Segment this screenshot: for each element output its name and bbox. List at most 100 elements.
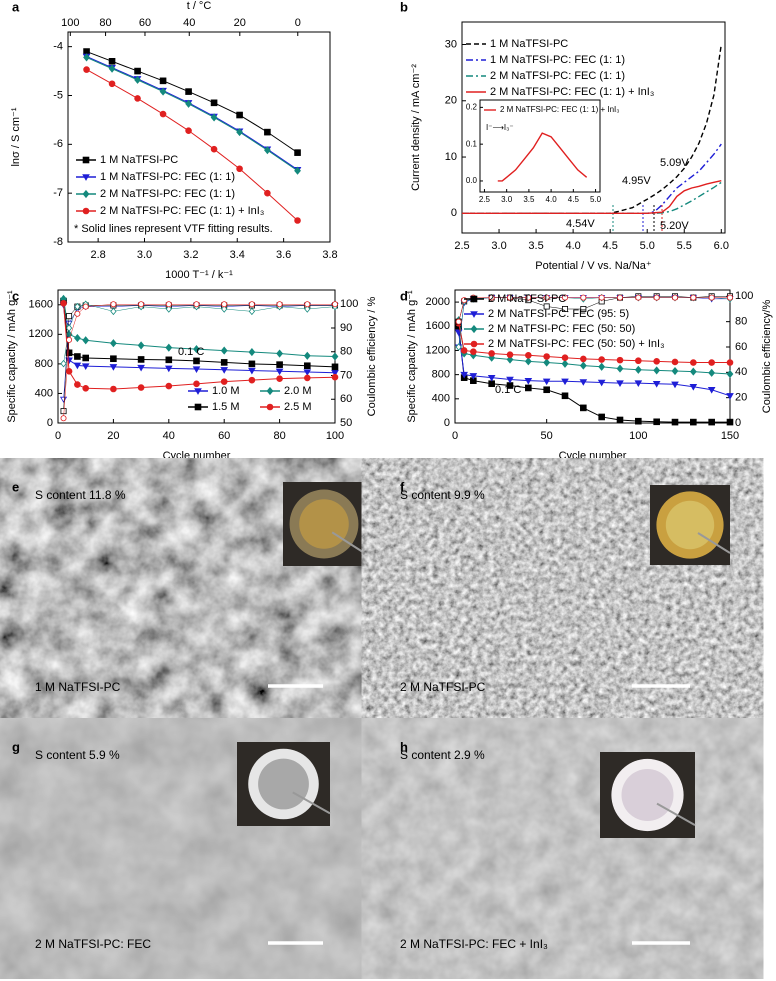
x2-tick-label: 60 — [139, 17, 151, 29]
x-tick-label: 0 — [55, 430, 61, 442]
data-point — [525, 384, 532, 392]
data-point — [60, 415, 67, 422]
y-axis-title: Current density / mA cm⁻² — [410, 64, 422, 191]
data-point — [580, 294, 587, 301]
data-point — [185, 99, 192, 108]
data-point — [580, 305, 587, 312]
y2-tick-label: 60 — [340, 393, 352, 405]
data-point — [264, 189, 271, 197]
legend-marker — [470, 324, 478, 334]
data-point — [634, 365, 642, 374]
electrode-core — [258, 758, 309, 810]
y-axis-title: Specific capacity / mAh g⁻¹ — [6, 290, 18, 423]
x-axis-title: Cycle number — [559, 450, 627, 462]
data-point — [134, 95, 141, 102]
data-point — [672, 294, 679, 301]
s-content: S content 2.9 % — [400, 748, 485, 762]
y-tick-label: 0.2 — [466, 102, 478, 111]
legend-marker — [266, 403, 274, 411]
data-point — [109, 364, 118, 371]
x-tick-label: 150 — [721, 430, 739, 442]
legend-label: 1 M NaTFSI-PC: FEC (1: 1) — [100, 171, 235, 183]
data-point — [561, 354, 569, 362]
data-point — [543, 303, 550, 310]
data-point — [727, 294, 734, 301]
x-tick-label: 5.0 — [590, 195, 602, 204]
data-point — [616, 380, 624, 387]
legend-marker — [82, 174, 90, 181]
data-point — [689, 384, 698, 391]
data-point — [616, 416, 624, 424]
x2-tick-label: 100 — [61, 17, 79, 29]
data-point — [708, 359, 715, 366]
legend-marker — [470, 295, 478, 303]
y-tick-label: 1200 — [29, 328, 53, 340]
data-point — [60, 299, 67, 307]
x-axis-title: Cycle number — [163, 450, 231, 462]
data-point — [506, 294, 513, 301]
legend-marker — [194, 403, 202, 411]
data-point — [525, 294, 532, 301]
data-point — [635, 357, 642, 365]
x-axis-title: 1000 T⁻¹ / k⁻¹ — [165, 269, 233, 281]
y-tick-label: 400 — [432, 393, 450, 405]
data-point — [248, 367, 256, 375]
data-point — [236, 165, 243, 173]
panel-label: f — [400, 479, 405, 494]
data-point — [303, 362, 311, 370]
data-point — [580, 404, 587, 412]
data-point — [598, 294, 605, 301]
data-point — [138, 301, 145, 308]
data-point — [331, 370, 339, 377]
y-tick-label: 10 — [445, 151, 457, 163]
legend-label: 2 M NaTFSI-PC: FEC (1: 1) + InI₃ — [100, 205, 264, 217]
y2-axis-title: Coulombic efficiency/% — [761, 300, 773, 414]
data-point — [506, 355, 514, 364]
x2-tick-label: 20 — [234, 17, 246, 29]
data-point — [707, 387, 716, 394]
data-point — [690, 418, 697, 426]
data-point — [264, 146, 271, 155]
tweezer — [656, 802, 696, 826]
data-point — [616, 364, 624, 373]
image-caption: 1 M NaTFSI-PC — [35, 680, 121, 694]
data-point — [331, 301, 338, 308]
data-point — [543, 358, 551, 367]
y-tick-label: 1600 — [426, 320, 450, 332]
data-point — [276, 349, 283, 358]
y2-tick-label: 40 — [735, 366, 747, 378]
x-tick-label: 2.5 — [479, 195, 491, 204]
data-point — [236, 128, 243, 137]
data-point — [236, 111, 243, 119]
x-tick-label: 3.0 — [491, 240, 506, 252]
s-content: S content 5.9 % — [35, 748, 120, 762]
data-point — [562, 294, 569, 301]
y2-tick-label: 100 — [735, 290, 753, 302]
data-point — [82, 303, 89, 310]
data-point — [726, 418, 734, 426]
image-caption: 2 M NaTFSI-PC: FEC — [35, 937, 151, 951]
x-tick-label: 3.5 — [528, 240, 543, 252]
data-point — [134, 67, 141, 75]
data-point — [543, 353, 550, 360]
data-point — [653, 358, 660, 365]
y-tick-label: 800 — [35, 358, 53, 370]
y-tick-label: 20 — [445, 95, 457, 107]
data-point — [159, 87, 167, 96]
legend-label: 2 M NaTFSI-PC: FEC (50: 50) + InI₃ — [488, 338, 665, 350]
legend-marker — [82, 207, 90, 215]
y-tick-label: 1200 — [426, 344, 450, 356]
data-point — [487, 374, 496, 382]
y-tick-label: 1600 — [29, 299, 53, 311]
data-point — [82, 354, 89, 362]
data-point — [220, 367, 229, 374]
data-point — [331, 363, 339, 371]
data-point — [110, 307, 117, 316]
panel-label: b — [400, 0, 408, 14]
data-point — [635, 417, 642, 425]
panel-label: c — [12, 288, 19, 303]
data-point — [74, 302, 81, 311]
data-point — [137, 356, 145, 363]
